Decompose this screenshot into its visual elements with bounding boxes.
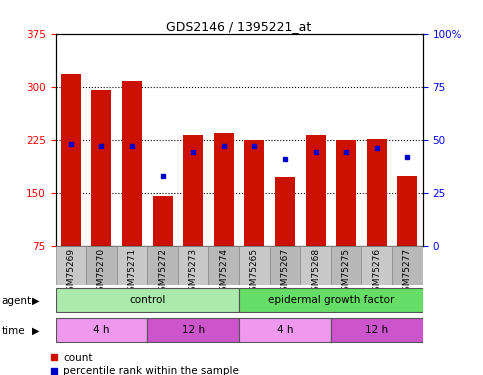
Bar (306, 135, 326, 246)
Bar (153, 196, 172, 246)
Bar (56, 288, 239, 312)
Bar (244, 140, 264, 246)
Bar (392, 246, 423, 285)
Text: ▶: ▶ (32, 326, 40, 336)
Bar (183, 135, 203, 246)
Bar (56, 246, 86, 285)
Bar (147, 246, 178, 285)
Bar (122, 81, 142, 246)
Text: epidermal growth factor: epidermal growth factor (268, 295, 394, 305)
Bar (361, 246, 392, 285)
Text: GSM75269: GSM75269 (66, 248, 75, 297)
Text: GSM75267: GSM75267 (281, 248, 289, 297)
Bar (367, 139, 387, 246)
Bar (117, 246, 147, 285)
Text: 4 h: 4 h (93, 325, 110, 335)
Text: GSM75268: GSM75268 (311, 248, 320, 297)
Text: GSM75265: GSM75265 (250, 248, 259, 297)
Text: 12 h: 12 h (182, 325, 205, 335)
Bar (61, 74, 81, 246)
Text: GSM75271: GSM75271 (128, 248, 137, 297)
Bar (239, 288, 423, 312)
Bar (147, 318, 239, 342)
Bar (214, 133, 234, 246)
Text: ▶: ▶ (32, 296, 40, 306)
Legend: count, percentile rank within the sample: count, percentile rank within the sample (49, 352, 240, 375)
Bar (300, 246, 331, 285)
Text: agent: agent (1, 296, 31, 306)
Bar (331, 318, 423, 342)
Bar (239, 318, 331, 342)
Text: GSM75270: GSM75270 (97, 248, 106, 297)
Text: 4 h: 4 h (277, 325, 293, 335)
Bar (336, 140, 356, 246)
Text: GSM75273: GSM75273 (189, 248, 198, 297)
Bar (86, 246, 117, 285)
Text: GSM75274: GSM75274 (219, 248, 228, 297)
Bar (178, 246, 209, 285)
Text: GSM75276: GSM75276 (372, 248, 381, 297)
Bar (331, 246, 361, 285)
Text: GSM75275: GSM75275 (341, 248, 351, 297)
Bar (91, 90, 112, 246)
Text: control: control (129, 295, 166, 305)
Bar (398, 176, 417, 246)
Text: GSM75277: GSM75277 (403, 248, 412, 297)
Bar (209, 246, 239, 285)
Bar (239, 246, 270, 285)
Bar (275, 177, 295, 246)
Title: GDS2146 / 1395221_at: GDS2146 / 1395221_at (167, 20, 312, 33)
Text: GSM75272: GSM75272 (158, 248, 167, 297)
Text: time: time (1, 326, 25, 336)
Bar (56, 318, 147, 342)
Text: 12 h: 12 h (365, 325, 388, 335)
Bar (270, 246, 300, 285)
